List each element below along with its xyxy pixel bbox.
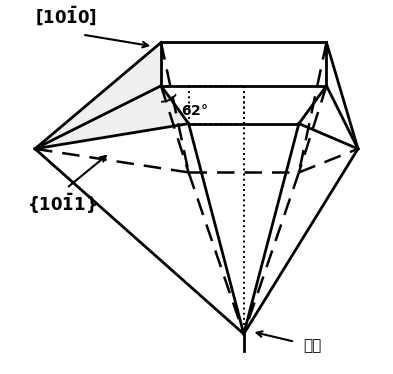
Text: $\mathbf{\{10\bar{1}1\}}$: $\mathbf{\{10\bar{1}1\}}$: [27, 192, 97, 216]
Text: 位错: 位错: [303, 338, 321, 353]
Polygon shape: [35, 86, 189, 149]
Polygon shape: [35, 43, 161, 149]
Text: $\mathbf{[10\bar{1}0]}$: $\mathbf{[10\bar{1}0]}$: [35, 4, 97, 27]
Text: $\mathbf{62°}$: $\mathbf{62°}$: [181, 104, 208, 119]
